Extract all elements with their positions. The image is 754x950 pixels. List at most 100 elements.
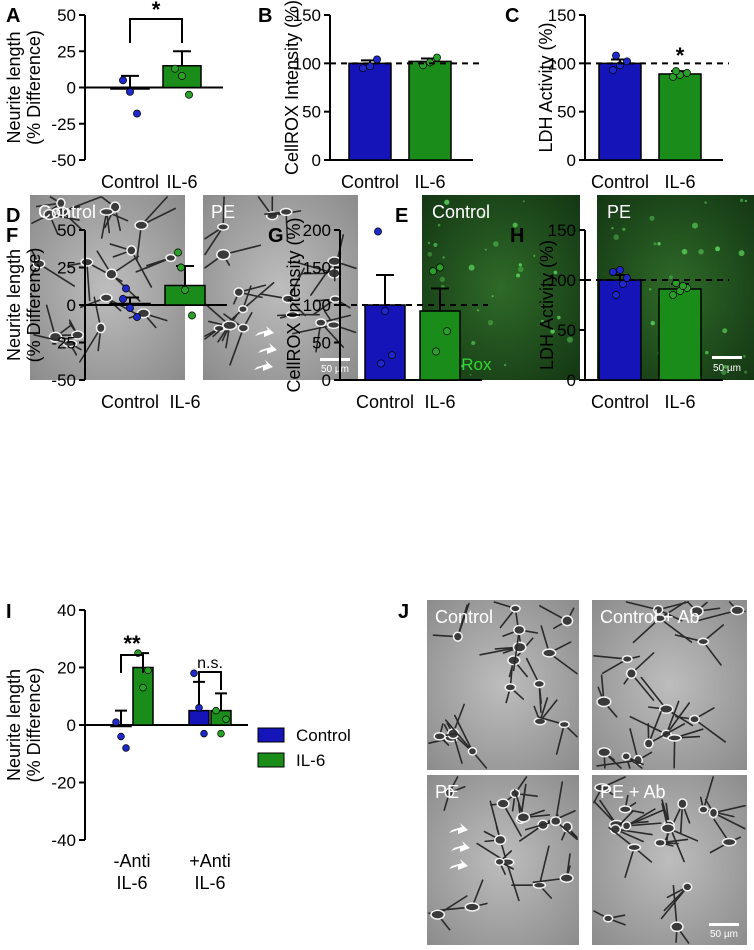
fluorescent-spot (491, 295, 494, 298)
cell-body (559, 873, 574, 883)
fluorescent-spot (471, 340, 476, 345)
x-group-label: -Anti (113, 851, 150, 871)
neurite (136, 224, 143, 261)
fluorescent-spot (533, 254, 536, 258)
cell-body (659, 704, 674, 714)
fluorescent-spot (481, 213, 486, 218)
cell-body (452, 631, 463, 642)
cell-body (233, 287, 245, 298)
micrograph-label: Control + Ab (600, 607, 700, 627)
fluorescent-spot (698, 249, 704, 255)
neurite (624, 846, 636, 879)
panel-letter-b: B (258, 5, 272, 27)
scale-bar (709, 923, 739, 926)
neurite (702, 808, 735, 818)
neurite (640, 676, 668, 710)
data-point (623, 57, 631, 66)
panel-letter-e: E (395, 205, 408, 227)
data-point (612, 51, 620, 60)
significance-label: * (676, 43, 685, 68)
fluorescent-spot (611, 227, 614, 230)
arrow-icon (449, 859, 468, 870)
data-point (222, 715, 230, 723)
bar (132, 666, 154, 726)
panel-letter-g: G (268, 225, 284, 247)
neurite (315, 321, 322, 353)
fluorescent-spot (738, 250, 745, 257)
y-axis-title: (% Difference) (24, 668, 44, 783)
fluorescent-spot (444, 199, 450, 205)
y-tick-label: 50 (312, 334, 331, 353)
fluorescent-spot (433, 242, 438, 248)
cell-body (558, 720, 570, 729)
bar (658, 73, 702, 161)
fluorescent-spot (553, 270, 558, 275)
micrograph-label: Control (432, 202, 490, 222)
neurite (502, 802, 522, 837)
neurite (457, 604, 468, 638)
fluorescent-spot (722, 328, 728, 334)
scale-bar-label: 50 µm (713, 363, 741, 374)
fluorescent-spot (516, 273, 521, 278)
fluorescent-spot (476, 309, 480, 312)
bar (348, 62, 392, 161)
data-point (174, 248, 182, 257)
cell-body (494, 857, 505, 866)
neurite (444, 719, 474, 753)
cell-body (105, 268, 118, 280)
arrow-icon (258, 343, 277, 354)
neurite (204, 226, 224, 256)
fluorescent-spot (566, 336, 574, 343)
cell-body (708, 807, 719, 819)
x-category-label: Control (101, 172, 159, 192)
x-category-label: Control (356, 392, 414, 412)
cell-body (660, 823, 676, 834)
legend: Control IL-6 (257, 726, 351, 770)
cell-body (430, 909, 446, 920)
neurite (86, 261, 91, 302)
neurite (702, 640, 722, 666)
data-point (619, 280, 627, 288)
y-tick-label: -20 (51, 774, 76, 793)
cell-body (95, 322, 106, 334)
fluorescent-spot (437, 223, 441, 227)
neurite (596, 759, 639, 767)
data-point (609, 66, 617, 75)
cell-body (721, 837, 737, 847)
neurite (608, 826, 636, 849)
data-point (119, 295, 127, 303)
chart-panel-f: -50 -25 0 25 50 Neurite length (% Difference) C… (4, 221, 227, 412)
fluorescent-spot (691, 222, 698, 229)
panel-letter-j: J (398, 601, 409, 623)
cell-body (652, 604, 664, 615)
x-category-label: Control (101, 392, 159, 412)
fluorescent-spot (715, 246, 720, 252)
data-point (177, 263, 185, 272)
y-tick-label: -25 (51, 115, 76, 134)
y-tick-label: 100 (303, 296, 331, 315)
neurite (593, 654, 629, 660)
cell-body (602, 914, 614, 923)
panel-letter-c: C (505, 5, 519, 27)
scale-bar (320, 358, 350, 361)
cell-body (627, 843, 642, 852)
cell-body (329, 295, 342, 303)
bar (658, 288, 702, 381)
neurite (665, 700, 680, 736)
x-category-label: IL-6 (664, 172, 695, 192)
y-axis-title: (% Difference) (24, 248, 44, 363)
fluorescent-spot (649, 215, 655, 221)
fluorescent-spot (512, 222, 518, 228)
cell-body (596, 696, 612, 708)
cell-body (621, 821, 632, 831)
neurite (632, 617, 661, 644)
data-point (117, 732, 125, 741)
neurite (614, 828, 653, 836)
cell-body (237, 323, 250, 333)
bar (598, 62, 642, 161)
bar (364, 304, 406, 381)
panel-letter-f: F (6, 225, 18, 247)
data-point (373, 55, 381, 64)
micrograph-d-pe: PE 50 µm (203, 195, 358, 380)
